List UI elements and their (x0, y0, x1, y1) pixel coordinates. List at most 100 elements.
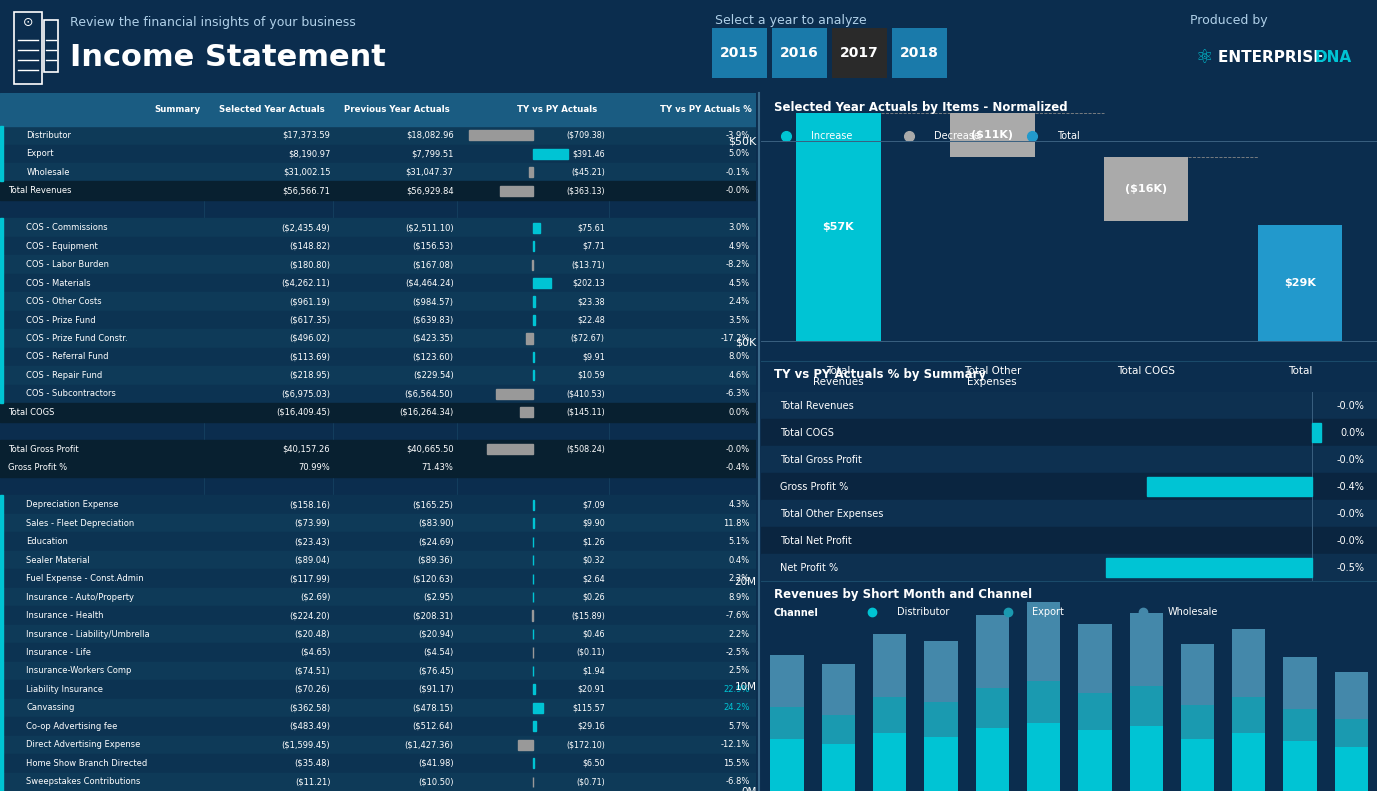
Bar (761, 446, 1377, 473)
Text: Insurance - Life: Insurance - Life (26, 648, 91, 657)
Bar (0, 348, 756, 366)
Bar (822, 714, 855, 744)
Bar (44, 20, 58, 73)
Bar (0, 495, 756, 514)
Bar (500, 186, 533, 196)
Text: ($496.02): ($496.02) (289, 334, 330, 343)
Bar (822, 664, 855, 714)
Text: Insurance - Liability/Umbrella: Insurance - Liability/Umbrella (26, 630, 150, 638)
Text: Gross Profit %: Gross Profit % (7, 464, 66, 472)
Text: $23.38: $23.38 (577, 297, 605, 306)
Text: ($172.10): ($172.10) (566, 740, 605, 749)
Bar (761, 392, 1377, 419)
Text: ($35.48): ($35.48) (295, 759, 330, 768)
Text: 2.2%: 2.2% (728, 630, 750, 638)
Bar (0, 311, 3, 329)
Bar (0, 181, 756, 200)
Text: ($11.21): ($11.21) (295, 778, 330, 786)
Text: ($483.49): ($483.49) (289, 722, 330, 731)
Text: 5.7%: 5.7% (728, 722, 750, 731)
Bar (533, 703, 544, 713)
Text: ($4,464.24): ($4,464.24) (405, 278, 453, 288)
Text: ($117.99): ($117.99) (289, 574, 330, 583)
Text: 2.4%: 2.4% (728, 297, 750, 306)
Text: ⚛: ⚛ (1195, 47, 1213, 66)
Text: Decrease: Decrease (934, 131, 979, 141)
Bar (771, 739, 804, 791)
Text: TY vs PY Actuals: TY vs PY Actuals (516, 105, 598, 114)
Text: ($0.11): ($0.11) (576, 648, 605, 657)
Bar (518, 740, 533, 750)
Bar (0, 662, 756, 680)
Bar (0, 329, 3, 348)
Text: $9.90: $9.90 (582, 519, 605, 528)
Bar (0, 717, 3, 736)
Text: $29K: $29K (1285, 278, 1316, 288)
Text: ($13.71): ($13.71) (571, 260, 605, 269)
Text: ⊙: ⊙ (23, 16, 33, 28)
Bar (1334, 747, 1367, 791)
Bar (1334, 672, 1367, 719)
Text: COS - Equipment: COS - Equipment (26, 241, 98, 251)
Bar (533, 297, 536, 307)
Text: -0.0%: -0.0% (1337, 455, 1365, 465)
Text: Previous Year Actuals: Previous Year Actuals (344, 105, 450, 114)
Text: 2015: 2015 (720, 47, 759, 60)
Bar (0, 736, 3, 754)
Bar (0, 293, 756, 311)
Text: 5.0%: 5.0% (728, 149, 750, 158)
Bar (1232, 629, 1265, 697)
Bar (526, 333, 533, 343)
Bar (533, 315, 536, 325)
Bar (0, 237, 3, 255)
Text: $75.61: $75.61 (577, 223, 605, 233)
Text: ($4.54): ($4.54) (423, 648, 453, 657)
Bar (0, 606, 3, 625)
Bar (0, 680, 3, 698)
Text: ($6,975.03): ($6,975.03) (281, 389, 330, 399)
Text: ($16,264.34): ($16,264.34) (399, 408, 453, 417)
Text: ($41.98): ($41.98) (419, 759, 453, 768)
Bar (0, 126, 3, 145)
Text: 0.0%: 0.0% (1340, 428, 1365, 437)
Text: Revenues by Short Month and Channel: Revenues by Short Month and Channel (774, 588, 1031, 600)
Text: $18,082.96: $18,082.96 (406, 131, 453, 140)
Text: 5.1%: 5.1% (728, 537, 750, 546)
Text: TY vs PY Actuals %: TY vs PY Actuals % (661, 105, 752, 114)
Text: ($0.71): ($0.71) (576, 778, 605, 786)
Text: $1.94: $1.94 (582, 667, 605, 676)
Bar (1078, 624, 1111, 692)
Bar (1181, 645, 1215, 705)
Text: -12.1%: -12.1% (720, 740, 750, 749)
Bar (0, 643, 3, 662)
Text: $40,157.26: $40,157.26 (282, 445, 330, 454)
Bar (0, 606, 756, 625)
Bar (1283, 657, 1316, 710)
Text: ($120.63): ($120.63) (413, 574, 453, 583)
Bar (0, 145, 3, 163)
Bar (0, 218, 3, 237)
Bar (0, 384, 756, 403)
Bar (873, 733, 906, 791)
Text: ($16,409.45): ($16,409.45) (277, 408, 330, 417)
Text: ($165.25): ($165.25) (413, 500, 453, 509)
Text: ($45.21): ($45.21) (571, 168, 605, 176)
Text: ($709.38): ($709.38) (566, 131, 605, 140)
Bar (832, 28, 887, 78)
Bar (533, 278, 551, 288)
Bar (1129, 687, 1162, 726)
Text: $115.57: $115.57 (571, 703, 605, 713)
Text: Total COGS: Total COGS (779, 428, 834, 437)
Text: 70.99%: 70.99% (299, 464, 330, 472)
Text: -6.3%: -6.3% (726, 389, 750, 399)
Bar (796, 112, 881, 342)
Text: 8.9%: 8.9% (728, 592, 750, 602)
Text: ($89.36): ($89.36) (417, 555, 453, 565)
Bar (0, 218, 756, 237)
Text: 2.2%: 2.2% (728, 574, 750, 583)
Bar (892, 28, 947, 78)
Text: COS - Referral Fund: COS - Referral Fund (26, 353, 109, 361)
Text: Insurance - Auto/Property: Insurance - Auto/Property (26, 592, 135, 602)
Text: 3.0%: 3.0% (728, 223, 750, 233)
Bar (0, 311, 756, 329)
